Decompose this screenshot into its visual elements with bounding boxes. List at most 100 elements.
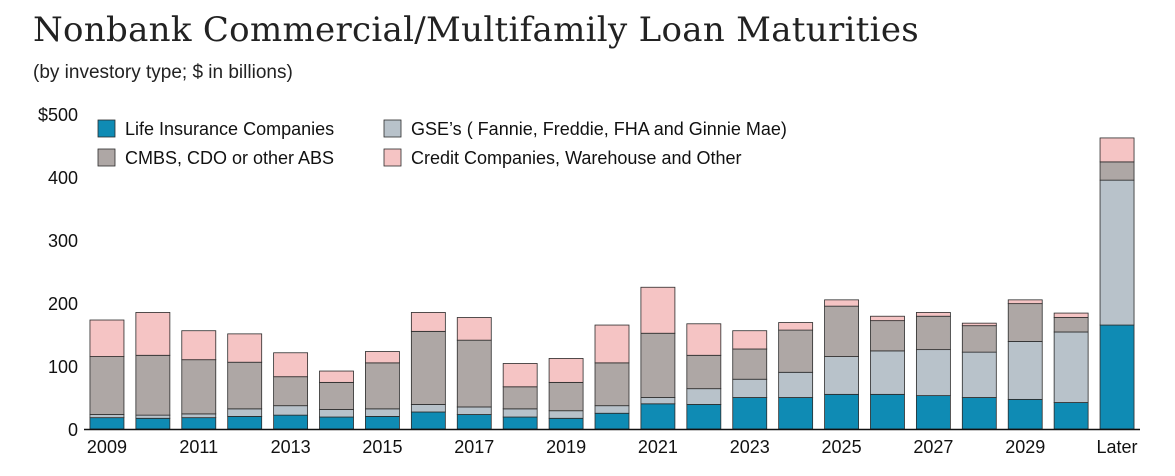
bar-stack-2027 [915,312,951,430]
bar-segment-series-0 [273,414,309,430]
bar-segment-series-3 [227,333,263,363]
bar-segment-series-1 [1053,331,1089,403]
bar-segment-series-0 [824,393,859,430]
bar-stack-2020 [594,324,630,430]
bar-stack-2024 [778,322,814,430]
bar-segment-series-2 [548,381,584,412]
bar-stack-2011 [181,330,217,430]
bar-segment-series-0 [1007,398,1043,430]
legend-swatch [97,119,116,138]
bar-segment-series-3 [1099,137,1135,163]
bar-stacks [89,137,1135,430]
bar-segment-series-3 [135,312,171,356]
bar-segment-series-0 [548,417,584,430]
y-axis: 0 100 200 300 400 $500 [38,105,78,440]
bar-segment-series-2 [824,305,859,357]
bar-segment-series-1 [686,388,722,405]
legend-label: CMBS, CDO or other ABS [125,148,334,168]
bar-segment-series-0 [1099,324,1135,430]
x-tick-label: 2011 [179,437,218,457]
bar-segment-series-3 [89,319,125,357]
bar-segment-series-0 [456,414,492,430]
bar-segment-series-1 [456,406,492,415]
legend-swatch [383,148,402,167]
y-tick-label: 300 [48,231,78,251]
bar-segment-series-2 [915,315,951,351]
bar-stack-2022 [686,323,722,430]
bar-segment-series-3 [1007,299,1043,305]
bar-segment-series-0 [1053,402,1089,430]
bar-stack-2012 [227,333,263,430]
legend-label: Credit Companies, Warehouse and Other [411,148,742,168]
bar-segment-series-0 [778,397,814,430]
bar-segment-series-2 [502,386,538,410]
legend-swatch [97,148,116,167]
legend-label: Life Insurance Companies [125,119,334,139]
x-tick-label: 2013 [271,437,311,457]
bar-stack-2018 [502,363,538,430]
bar-segment-series-2 [273,376,309,407]
bar-segment-series-1 [778,371,814,398]
bar-stack-2021 [640,286,676,430]
legend-item-1: GSE’s ( Fannie, Freddie, FHA and Ginnie … [383,119,787,139]
bar-segment-series-0 [915,395,951,430]
legend-item-3: Credit Companies, Warehouse and Other [383,148,742,168]
bar-segment-series-1 [640,397,676,405]
bar-segment-series-2 [594,362,630,407]
bar-segment-series-0 [365,415,400,430]
bar-segment-series-2 [410,330,446,405]
x-tick-label: 2021 [638,437,678,457]
bar-segment-series-1 [732,378,768,398]
bar-segment-series-3 [365,351,400,364]
bar-segment-series-0 [961,397,997,430]
bar-segment-series-1 [319,409,354,418]
bar-segment-series-3 [640,286,676,334]
bar-segment-series-1 [365,408,400,417]
bar-stack-2028 [961,322,997,430]
bar-segment-series-3 [778,322,814,331]
bar-segment-series-2 [640,332,676,398]
legend-label: GSE’s ( Fannie, Freddie, FHA and Ginnie … [411,119,787,139]
bar-segment-series-3 [686,323,722,356]
bar-segment-series-0 [686,404,722,430]
bar-segment-series-0 [870,393,905,430]
y-tick-label: $500 [38,105,78,125]
bar-segment-series-1 [227,408,263,417]
chart-subtitle: (by investory type; $ in billions) [33,62,293,83]
bar-segment-series-2 [181,359,217,415]
bar-segment-series-3 [961,322,997,327]
bar-segment-series-3 [732,330,768,350]
y-tick-label: 200 [48,294,78,314]
bar-segment-series-3 [319,370,354,383]
x-tick-label: 2019 [546,437,586,457]
bar-segment-series-2 [732,348,768,380]
bar-segment-series-2 [456,339,492,408]
bar-segment-series-3 [502,363,538,388]
bar-segment-series-1 [502,408,538,418]
x-tick-label: 2023 [730,437,770,457]
bar-segment-series-0 [89,417,125,430]
bar-segment-series-1 [1007,341,1043,400]
x-tick-label: 2029 [1005,437,1045,457]
bar-segment-series-0 [410,411,446,430]
bar-segment-series-2 [870,320,905,352]
bar-segment-series-0 [640,403,676,430]
x-tick-label: 2015 [362,437,402,457]
bar-stack-2023 [732,330,768,430]
bar-segment-series-3 [1053,312,1089,318]
bar-segment-series-2 [961,325,997,353]
bar-stack-2029 [1007,299,1043,430]
bar-segment-series-1 [961,351,997,398]
bar-segment-series-1 [135,414,171,419]
bar-segment-series-2 [365,362,400,410]
bar-stack-later [1099,137,1135,430]
bar-segment-series-2 [135,354,171,416]
bar-segment-series-1 [89,414,125,419]
x-tick-label: Later [1097,437,1138,457]
legend: Life Insurance Companies GSE’s ( Fannie, … [97,119,787,168]
bar-stack-2014 [319,370,354,430]
bar-segment-series-1 [548,410,584,419]
bar-segment-series-2 [686,354,722,390]
bar-segment-series-1 [870,350,905,395]
bar-segment-series-1 [594,405,630,414]
